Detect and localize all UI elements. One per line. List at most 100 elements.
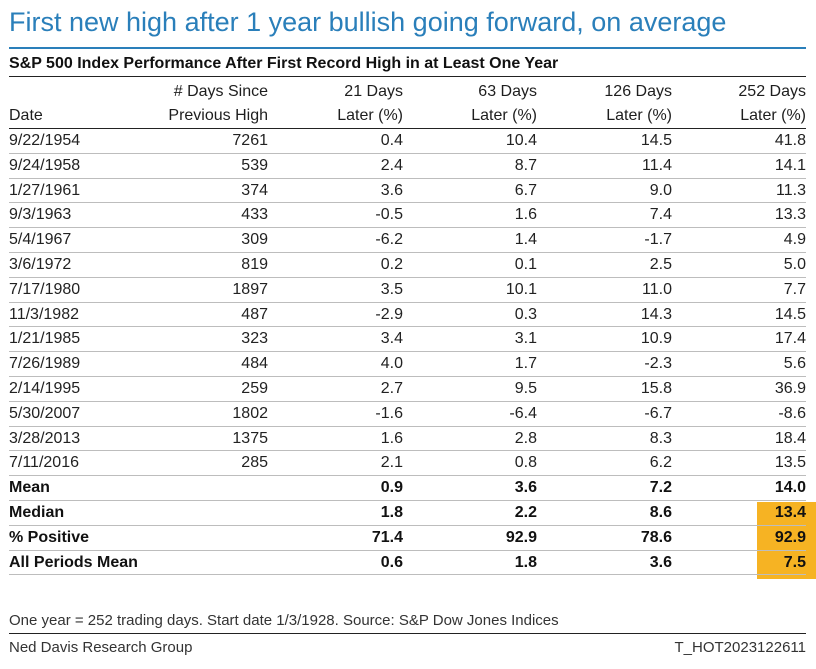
cell-252-days: 5.0 (783, 255, 806, 273)
table-row: 7/11/2016 285 2.1 0.8 6.2 13.5 (9, 451, 806, 477)
cell-21-days: 3.5 (380, 280, 403, 298)
cell-63-days: 10.1 (505, 280, 537, 298)
cell-63-days: 2.2 (514, 503, 537, 521)
cell-date: % Positive (9, 528, 90, 546)
cell-date: 9/3/1963 (9, 206, 72, 224)
table-row: 3/28/2013 1375 1.6 2.8 8.3 18.4 (9, 427, 806, 452)
cell-date: 5/4/1967 (9, 231, 72, 249)
cell-days-since: 1375 (232, 429, 268, 447)
cell-date: 1/27/1961 (9, 181, 81, 199)
summary-row: All Periods Mean 0.6 1.8 3.6 7.5 (9, 551, 806, 576)
table-body: 9/22/1954 7261 0.4 10.4 14.5 41.8 9/24/1958 539… (9, 129, 806, 576)
cell-63-days: -6.4 (509, 404, 537, 422)
cell-252-days: 7.7 (783, 280, 806, 298)
cell-126-days: 78.6 (640, 528, 672, 546)
cell-252-days: 13.5 (774, 454, 806, 472)
cell-252-days: 36.9 (774, 379, 806, 397)
cell-252-days: 92.9 (774, 528, 806, 546)
cell-days-since: 285 (241, 454, 268, 472)
cell-21-days: 0.2 (380, 255, 403, 273)
cell-21-days: -2.9 (375, 305, 403, 323)
cell-63-days: 3.1 (514, 330, 537, 348)
cell-63-days: 1.7 (514, 355, 537, 373)
summary-row: % Positive 71.4 92.9 78.6 92.9 (9, 526, 806, 551)
cell-252-days: 7.5 (783, 553, 806, 571)
cell-126-days: 7.2 (649, 479, 672, 497)
header-rule (9, 128, 806, 129)
cell-126-days: 14.5 (640, 132, 672, 149)
cell-21-days: 2.4 (380, 156, 403, 174)
cell-21-days: 0.6 (380, 553, 403, 571)
cell-126-days: 6.2 (649, 454, 672, 472)
table-row: 9/22/1954 7261 0.4 10.4 14.5 41.8 (9, 129, 806, 154)
header-date: Date (9, 107, 43, 124)
cell-63-days: 2.8 (514, 429, 537, 447)
cell-date: Mean (9, 479, 50, 497)
header-days-since-line1: # Days Since (173, 83, 268, 100)
cell-63-days: 0.8 (514, 454, 537, 472)
cell-252-days: 14.0 (774, 479, 806, 497)
cell-126-days: 11.4 (642, 156, 672, 174)
cell-21-days: 2.1 (380, 454, 403, 472)
cell-date: 2/14/1995 (9, 379, 81, 397)
header-63-days-line2: Later (%) (471, 107, 537, 124)
cell-date: 1/21/1985 (9, 330, 81, 348)
cell-date: 3/6/1972 (9, 255, 72, 273)
table-row: 7/26/1989 484 4.0 1.7 -2.3 5.6 (9, 352, 806, 377)
cell-date: All Periods Mean (9, 553, 138, 571)
chart-title: First new high after 1 year bullish goin… (9, 7, 727, 37)
cell-21-days: 71.4 (371, 528, 403, 546)
title-rule (9, 47, 806, 49)
cell-126-days: 15.8 (640, 379, 672, 397)
cell-126-days: 9.0 (649, 181, 672, 199)
cell-21-days: -1.6 (375, 404, 403, 422)
cell-63-days: 92.9 (505, 528, 537, 546)
cell-252-days: 14.1 (774, 156, 806, 174)
header-126-days-line1: 126 Days (604, 83, 672, 100)
cell-21-days: 2.7 (380, 379, 403, 397)
cell-252-days: 17.4 (774, 330, 806, 348)
table-row: 11/3/1982 487 -2.9 0.3 14.3 14.5 (9, 303, 806, 328)
chart-code: T_HOT2023122611 (674, 639, 806, 656)
cell-date: 9/22/1954 (9, 132, 81, 149)
footer-rule (9, 633, 806, 634)
cell-date: 9/24/1958 (9, 156, 81, 174)
cell-126-days: -1.7 (644, 231, 672, 249)
cell-days-since: 539 (241, 156, 268, 174)
cell-252-days: 41.8 (774, 132, 806, 149)
cell-63-days: 1.6 (514, 206, 537, 224)
header-21-days-line2: Later (%) (337, 107, 403, 124)
cell-21-days: -6.2 (375, 231, 403, 249)
cell-days-since: 484 (241, 355, 268, 373)
footnote: One year = 252 trading days. Start date … (9, 612, 559, 629)
cell-days-since: 487 (241, 305, 268, 323)
cell-date: Median (9, 503, 65, 521)
cell-63-days: 6.7 (514, 181, 537, 199)
cell-63-days: 10.4 (505, 132, 537, 149)
source-credit: Ned Davis Research Group (9, 639, 193, 656)
cell-days-since: 7261 (232, 132, 268, 149)
cell-252-days: 13.3 (774, 206, 806, 224)
cell-date: 3/28/2013 (9, 429, 81, 447)
header-126-days-line2: Later (%) (606, 107, 672, 124)
header-252-days-line1: 252 Days (738, 83, 806, 100)
cell-252-days: 18.4 (774, 429, 806, 447)
cell-days-since: 1802 (232, 404, 268, 422)
cell-21-days: 1.6 (380, 429, 403, 447)
table-row: 7/17/1980 1897 3.5 10.1 11.0 7.7 (9, 278, 806, 303)
cell-days-since: 374 (241, 181, 268, 199)
table-subtitle: S&P 500 Index Performance After First Re… (9, 55, 559, 72)
summary-row: Median 1.8 2.2 8.6 13.4 (9, 501, 806, 526)
table-row: 1/27/1961 374 3.6 6.7 9.0 11.3 (9, 179, 806, 204)
cell-days-since: 323 (241, 330, 268, 348)
cell-days-since: 1897 (232, 280, 268, 298)
table-row: 5/4/1967 309 -6.2 1.4 -1.7 4.9 (9, 228, 806, 253)
cell-63-days: 1.8 (514, 553, 537, 571)
cell-126-days: 2.5 (649, 255, 672, 273)
cell-63-days: 3.6 (514, 479, 537, 497)
cell-252-days: -8.6 (778, 404, 806, 422)
header-days-since-line2: Previous High (168, 107, 268, 124)
cell-126-days: -6.7 (644, 404, 672, 422)
cell-252-days: 14.5 (774, 305, 806, 323)
cell-126-days: 8.6 (649, 503, 672, 521)
